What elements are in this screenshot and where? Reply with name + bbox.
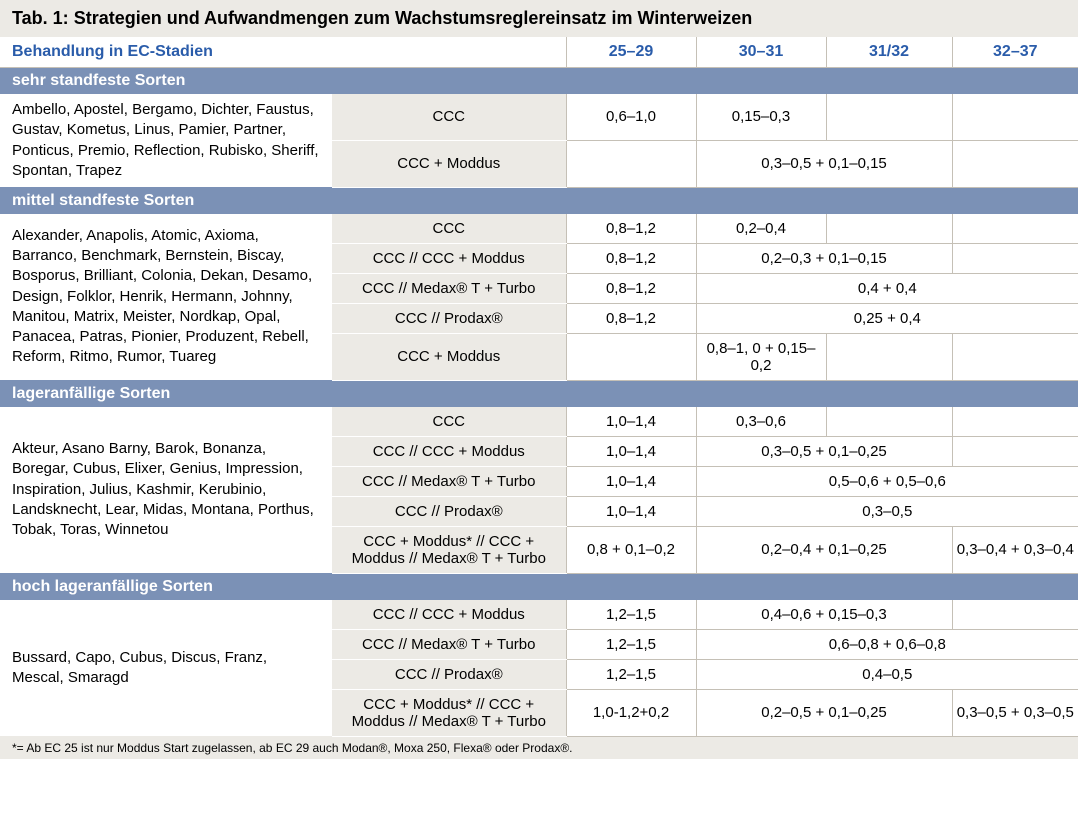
value-cell bbox=[952, 243, 1078, 273]
value-cell bbox=[952, 333, 1078, 380]
product-cell: CCC // Medax® T + Turbo bbox=[332, 629, 566, 659]
footnote: *= Ab EC 25 ist nur Moddus Start zugelas… bbox=[0, 736, 1078, 759]
value-cell: 0,2–0,4 + 0,1–0,25 bbox=[696, 526, 952, 573]
variety-description: Alexander, Anapolis, Atomic, Axioma, Bar… bbox=[0, 214, 332, 381]
value-cell: 0,25 + 0,4 bbox=[696, 303, 1078, 333]
variety-description: Akteur, Asano Barny, Barok, Bonanza, Bor… bbox=[0, 407, 332, 574]
value-cell: 1,2–1,5 bbox=[566, 629, 696, 659]
product-cell: CCC // Prodax® bbox=[332, 659, 566, 689]
value-cell: 1,0–1,4 bbox=[566, 407, 696, 437]
value-cell: 1,0-1,2+0,2 bbox=[566, 689, 696, 736]
value-cell bbox=[952, 407, 1078, 437]
value-cell: 0,8–1,2 bbox=[566, 214, 696, 244]
value-cell bbox=[566, 333, 696, 380]
value-cell: 0,3–0,6 bbox=[696, 407, 826, 437]
value-cell: 0,2–0,4 bbox=[696, 214, 826, 244]
value-cell: 0,8–1,2 bbox=[566, 273, 696, 303]
value-cell: 0,4 + 0,4 bbox=[696, 273, 1078, 303]
section-header: sehr standfeste Sorten bbox=[0, 68, 1078, 95]
header-col-0: 25–29 bbox=[566, 37, 696, 68]
value-cell: 0,2–0,3 + 0,1–0,15 bbox=[696, 243, 952, 273]
value-cell: 0,6–0,8 + 0,6–0,8 bbox=[696, 629, 1078, 659]
value-cell: 0,15–0,3 bbox=[696, 94, 826, 140]
value-cell bbox=[952, 436, 1078, 466]
value-cell: 0,5–0,6 + 0,5–0,6 bbox=[696, 466, 1078, 496]
product-cell: CCC // Medax® T + Turbo bbox=[332, 466, 566, 496]
value-cell bbox=[952, 94, 1078, 140]
value-cell bbox=[566, 140, 696, 187]
variety-description: Ambello, Apostel, Bergamo, Dichter, Faus… bbox=[0, 94, 332, 187]
product-cell: CCC // CCC + Moddus bbox=[332, 243, 566, 273]
header-col-2: 31/32 bbox=[826, 37, 952, 68]
product-cell: CCC // Medax® T + Turbo bbox=[332, 273, 566, 303]
value-cell: 0,4–0,6 + 0,15–0,3 bbox=[696, 600, 952, 630]
value-cell bbox=[826, 214, 952, 244]
variety-description: Bussard, Capo, Cubus, Discus, Franz, Mes… bbox=[0, 600, 332, 737]
header-col-3: 32–37 bbox=[952, 37, 1078, 68]
section-header: mittel standfeste Sorten bbox=[0, 187, 1078, 214]
product-cell: CCC + Moddus* // CCC + Moddus // Medax® … bbox=[332, 526, 566, 573]
table-title: Tab. 1: Strategien und Aufwandmengen zum… bbox=[0, 0, 1078, 37]
value-cell bbox=[826, 333, 952, 380]
value-cell: 0,3–0,5 + 0,1–0,25 bbox=[696, 436, 952, 466]
product-cell: CCC + Moddus* // CCC + Moddus // Medax® … bbox=[332, 689, 566, 736]
product-cell: CCC bbox=[332, 214, 566, 244]
product-cell: CCC // CCC + Moddus bbox=[332, 436, 566, 466]
value-cell: 0,2–0,5 + 0,1–0,25 bbox=[696, 689, 952, 736]
value-cell: 1,0–1,4 bbox=[566, 436, 696, 466]
value-cell: 0,3–0,5 + 0,3–0,5 bbox=[952, 689, 1078, 736]
pgr-table: Tab. 1: Strategien und Aufwandmengen zum… bbox=[0, 0, 1078, 759]
table-container: Tab. 1: Strategien und Aufwandmengen zum… bbox=[0, 0, 1078, 759]
product-cell: CCC bbox=[332, 407, 566, 437]
value-cell: 0,8–1, 0 + 0,15–0,2 bbox=[696, 333, 826, 380]
value-cell bbox=[952, 600, 1078, 630]
header-left: Behandlung in EC-Stadien bbox=[0, 37, 566, 68]
value-cell: 1,2–1,5 bbox=[566, 659, 696, 689]
section-header: lageranfällige Sorten bbox=[0, 380, 1078, 407]
product-cell: CCC + Moddus bbox=[332, 140, 566, 187]
value-cell: 0,4–0,5 bbox=[696, 659, 1078, 689]
value-cell bbox=[826, 407, 952, 437]
value-cell: 0,3–0,5 + 0,1–0,15 bbox=[696, 140, 952, 187]
product-cell: CCC // Prodax® bbox=[332, 303, 566, 333]
value-cell: 1,0–1,4 bbox=[566, 466, 696, 496]
product-cell: CCC bbox=[332, 94, 566, 140]
value-cell: 1,0–1,4 bbox=[566, 496, 696, 526]
value-cell bbox=[952, 140, 1078, 187]
product-cell: CCC + Moddus bbox=[332, 333, 566, 380]
value-cell: 0,3–0,5 bbox=[696, 496, 1078, 526]
value-cell: 0,3–0,4 + 0,3–0,4 bbox=[952, 526, 1078, 573]
value-cell bbox=[826, 94, 952, 140]
value-cell: 0,8 + 0,1–0,2 bbox=[566, 526, 696, 573]
product-cell: CCC // Prodax® bbox=[332, 496, 566, 526]
section-header: hoch lageranfällige Sorten bbox=[0, 573, 1078, 600]
value-cell: 0,8–1,2 bbox=[566, 303, 696, 333]
value-cell: 1,2–1,5 bbox=[566, 600, 696, 630]
header-col-1: 30–31 bbox=[696, 37, 826, 68]
value-cell: 0,8–1,2 bbox=[566, 243, 696, 273]
product-cell: CCC // CCC + Moddus bbox=[332, 600, 566, 630]
value-cell bbox=[952, 214, 1078, 244]
value-cell: 0,6–1,0 bbox=[566, 94, 696, 140]
